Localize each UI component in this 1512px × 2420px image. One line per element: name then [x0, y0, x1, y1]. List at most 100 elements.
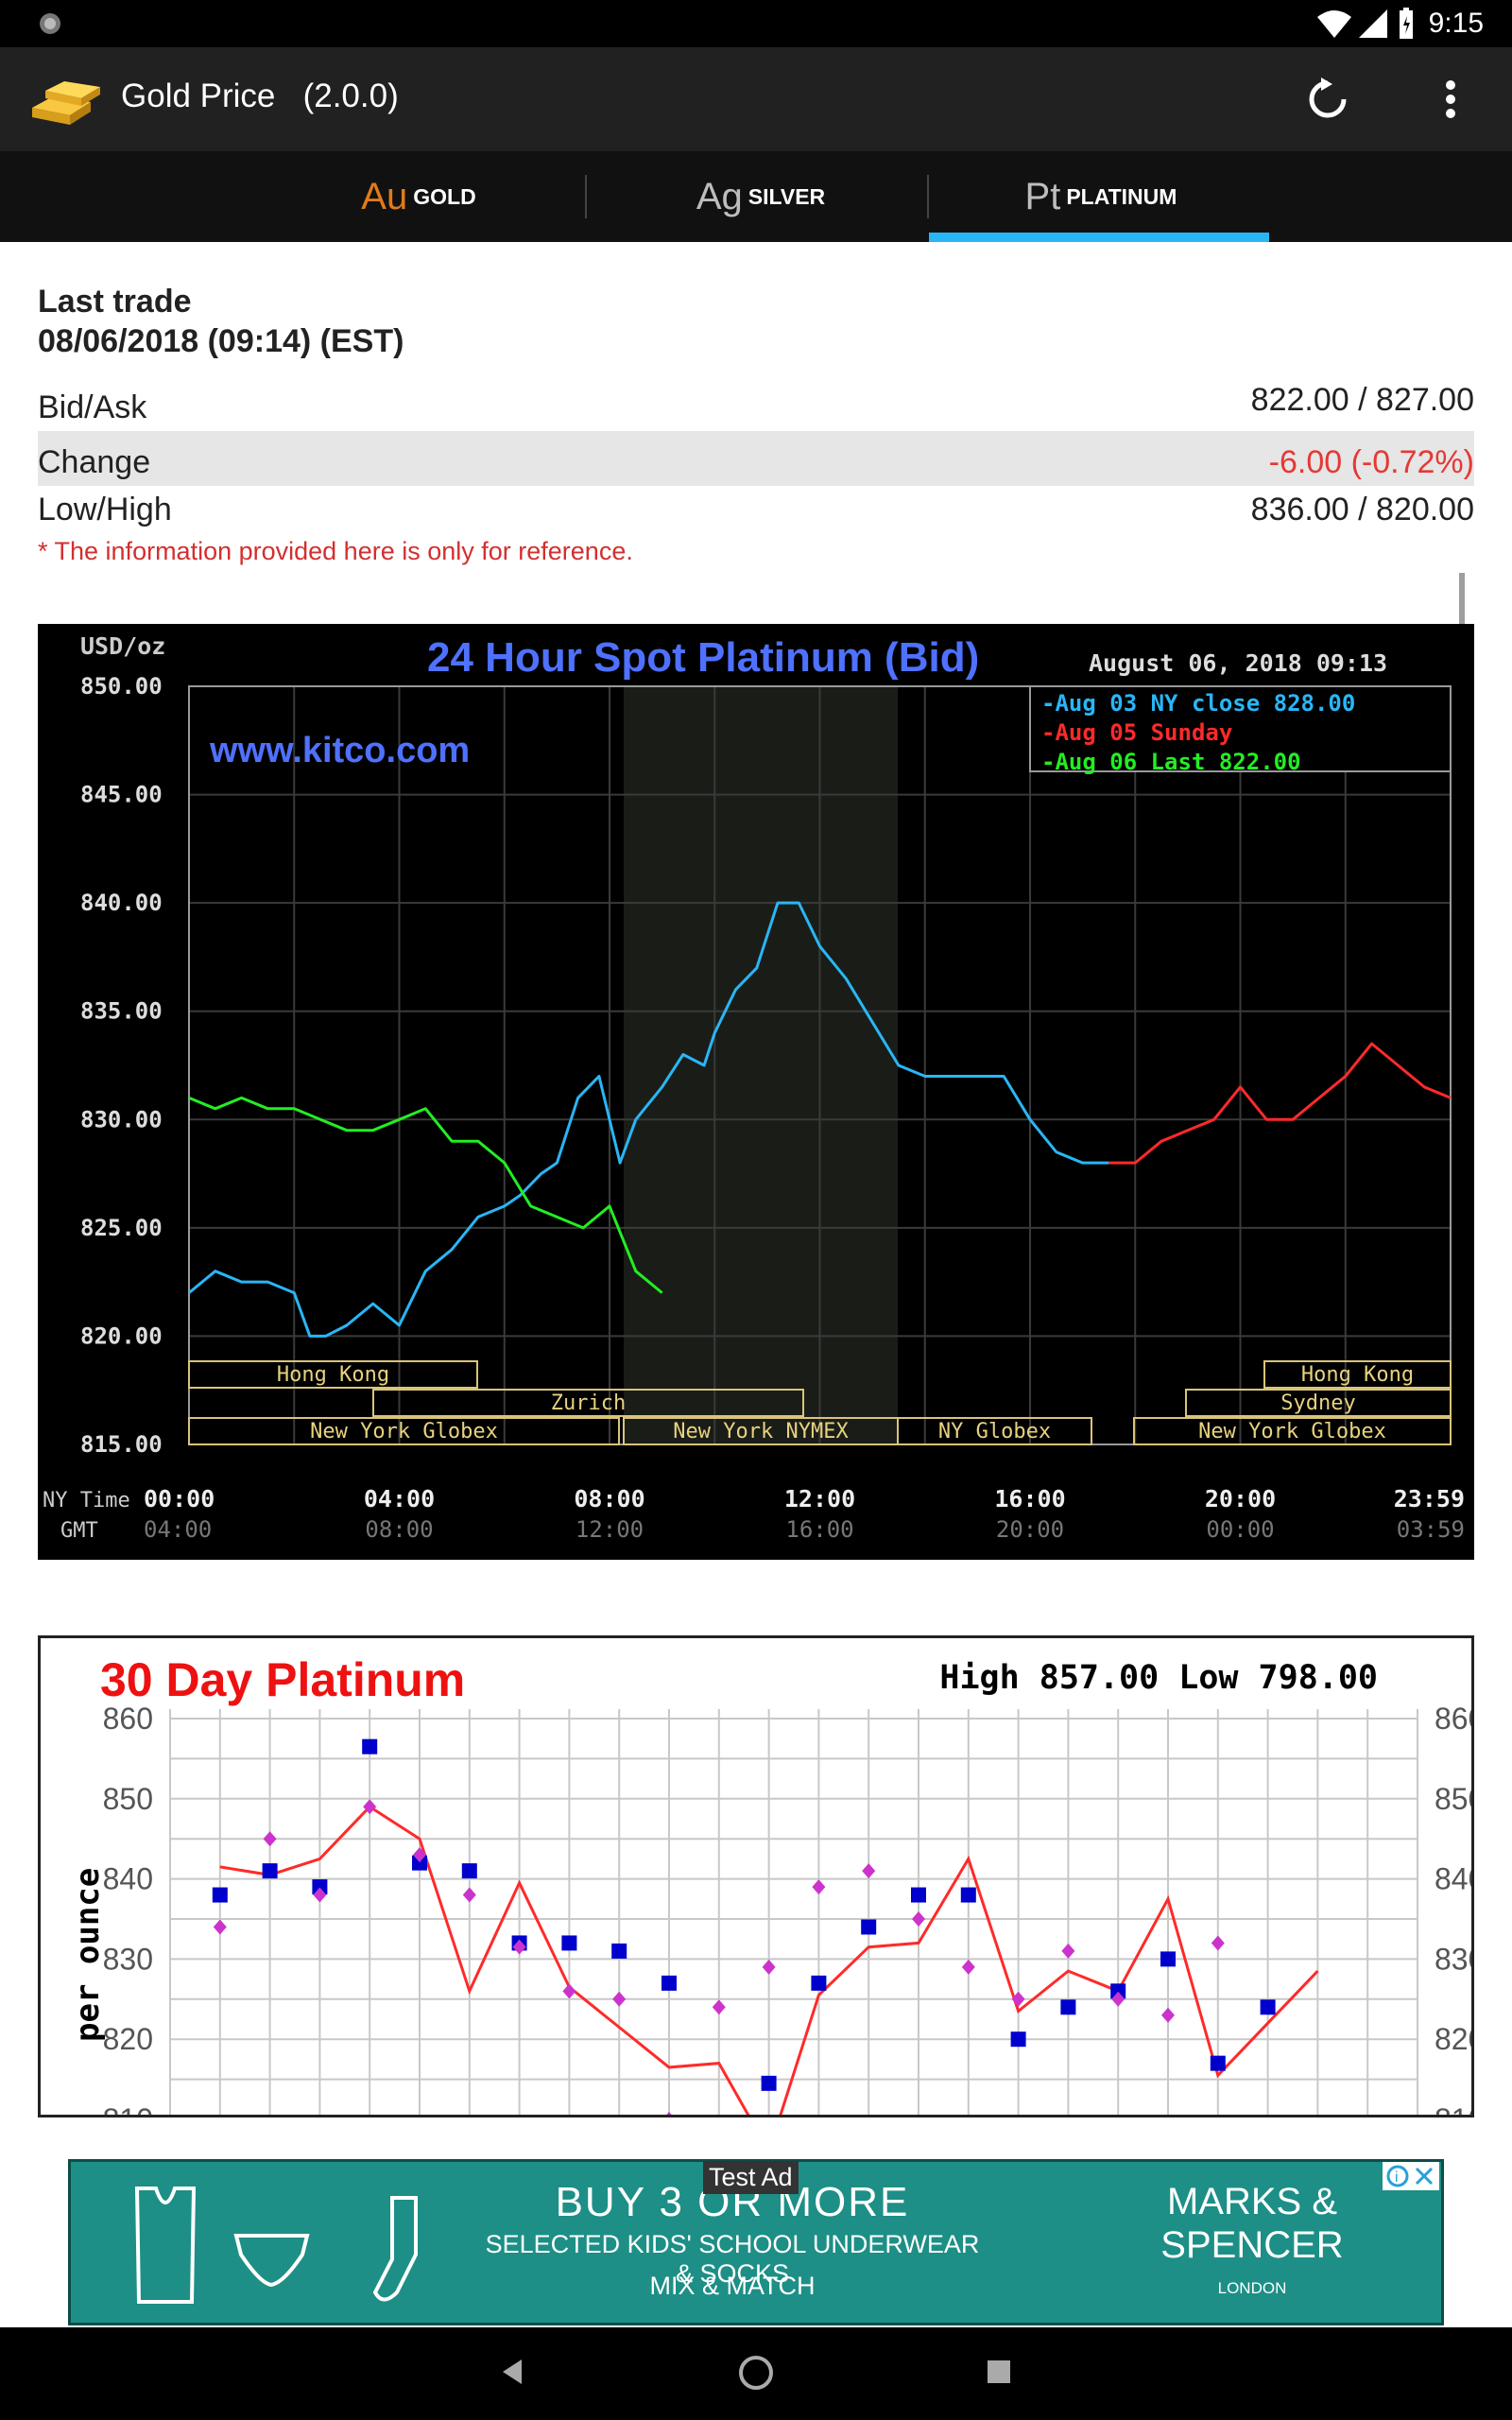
- signal-icon: [1359, 9, 1387, 38]
- tab-divider: [585, 175, 587, 218]
- chart-grid: [169, 1709, 1418, 2115]
- y-tick-label-left: 830: [103, 1942, 153, 1976]
- market-session-label: Sydney: [1280, 1392, 1355, 1415]
- diamond-marker: [562, 1983, 576, 1999]
- wifi-icon: [1317, 10, 1351, 38]
- market-session-box: [188, 1417, 620, 1445]
- legend-item: -Aug 05 Sunday: [1041, 719, 1232, 746]
- tab-silver[interactable]: Ag SILVER: [591, 151, 931, 242]
- test-ad-label: Test Ad: [703, 2161, 799, 2194]
- x-tick-label: 08:00: [574, 1485, 644, 1512]
- tab-platinum-symbol: Pt: [1024, 175, 1061, 217]
- x-tick-label-gmt: 04:00: [144, 1516, 212, 1543]
- diamond-marker: [1211, 1935, 1225, 1951]
- diamond-marker: [666, 2112, 672, 2115]
- x-axis-label-gmt: GMT: [60, 1519, 98, 1543]
- x-tick-label: 16:00: [994, 1485, 1065, 1512]
- refresh-icon[interactable]: [1304, 76, 1351, 123]
- active-tab-indicator: [929, 233, 1269, 242]
- chart-grid: [189, 686, 1451, 1444]
- last-trade-datetime: 08/06/2018 (09:14) (EST): [38, 323, 404, 359]
- metal-tabs: Au GOLD Ag SILVER Pt PLATINUM: [0, 151, 1512, 242]
- square-marker: [1210, 2055, 1226, 2071]
- more-options-icon[interactable]: [1436, 76, 1465, 123]
- gold-bars-icon: [32, 81, 100, 125]
- square-marker: [911, 1887, 926, 1903]
- ad-choices-icon[interactable]: i: [1383, 2162, 1439, 2190]
- x-tick-label-gmt: 08:00: [365, 1516, 433, 1543]
- status-time: 9:15: [1428, 8, 1484, 39]
- diamond-marker: [1061, 1943, 1075, 1959]
- diamond-marker: [213, 1919, 227, 1935]
- ad-mix-match: MIX & MATCH: [649, 2272, 816, 2300]
- y-tick-label: 835.00: [80, 998, 163, 1025]
- y-tick-label-left: 840: [103, 1862, 153, 1896]
- tab-gold-label: GOLD: [413, 183, 476, 209]
- square-marker: [262, 1863, 278, 1879]
- y-tick-label-left: 860: [103, 1702, 153, 1736]
- diamond-marker: [612, 1991, 627, 2007]
- recents-icon[interactable]: [985, 2358, 1013, 2386]
- change-value: -6.00 (-0.72%): [1268, 444, 1474, 480]
- x-tick-label: 12:00: [784, 1485, 855, 1512]
- diamond-marker: [762, 1959, 776, 1975]
- diamond-marker: [961, 1959, 975, 1975]
- disclaimer-text: * The information provided here is only …: [38, 537, 633, 565]
- svg-text:i: i: [1395, 2169, 1399, 2186]
- square-marker: [811, 1975, 827, 1991]
- market-session-label: New York Globex: [310, 1420, 498, 1443]
- last-trade-heading: Last trade: [38, 284, 192, 320]
- back-icon[interactable]: [499, 2356, 527, 2388]
- y-axis-ticks: 860 860 850 850 840 840 830 830 820 820 810 810: [103, 1702, 1474, 2118]
- tab-platinum[interactable]: Pt PLATINUM: [931, 151, 1271, 242]
- underwear-icon: [233, 2234, 310, 2288]
- y-tick-label-left: 850: [103, 1782, 153, 1816]
- high-low-label: High 857.00 Low 798.00: [939, 1659, 1378, 1697]
- diamond-marker: [462, 1887, 476, 1903]
- square-marker: [1060, 1999, 1076, 2015]
- diamond-marker: [1011, 1991, 1025, 2007]
- square-marker: [412, 1855, 427, 1871]
- x-tick-label-gmt: 00:00: [1206, 1516, 1274, 1543]
- y-tick-label-left: 810: [103, 2102, 153, 2118]
- x-axis-label-ny: NY Time: [43, 1489, 130, 1512]
- market-session-label: New York Globex: [1198, 1420, 1386, 1443]
- tab-gold-symbol: Au: [361, 175, 408, 217]
- square-marker: [662, 1975, 677, 1991]
- y-tick-label: 850.00: [80, 673, 163, 700]
- legend-item: -Aug 03 NY close 828.00: [1041, 690, 1355, 717]
- y-tick-label-right: 850: [1435, 1782, 1474, 1816]
- diamond-marker: [512, 1939, 526, 1955]
- tab-silver-symbol: Ag: [696, 175, 743, 217]
- sock-icon: [372, 2196, 418, 2302]
- tab-silver-label: SILVER: [747, 183, 826, 209]
- x-axis-ticks: NY Time GMT 00:00 04:00 04:00 08:00 08:00 12:00…: [43, 1485, 1465, 1543]
- square-marker: [1010, 2031, 1026, 2048]
- y-axis-title: per ounce: [69, 1868, 107, 2042]
- ad-brand-line3: LONDON: [1217, 2279, 1287, 2297]
- series-line: [219, 1805, 1319, 2115]
- tab-gold[interactable]: Au GOLD: [249, 151, 589, 242]
- change-row: [38, 431, 1474, 486]
- home-icon[interactable]: [737, 2354, 775, 2392]
- y-tick-label-right: 810: [1435, 2102, 1474, 2118]
- market-session-box: [372, 1389, 804, 1417]
- low-high-label: Low/High: [38, 492, 172, 527]
- tab-platinum-label: PLATINUM: [1066, 183, 1177, 209]
- square-marker: [362, 1738, 378, 1754]
- x-tick-label-gmt: 16:00: [785, 1516, 853, 1543]
- status-bar: 9:15: [0, 0, 1512, 47]
- x-tick-label: 20:00: [1205, 1485, 1276, 1512]
- square-marker: [561, 1935, 577, 1951]
- spot-platinum-chart: USD/oz 24 Hour Spot Platinum (Bid) www.k…: [38, 624, 1474, 1560]
- market-sessions: Hong Kong Zurich New York Globex New York N…: [188, 1360, 1452, 1445]
- month-chart-title: 30 Day Platinum: [100, 1653, 465, 1706]
- diamond-marker: [1161, 2007, 1175, 2023]
- y-tick-label: 845.00: [80, 782, 163, 808]
- app-bar: Gold Price (2.0.0): [0, 47, 1512, 151]
- market-session-label: NY Globex: [938, 1420, 1051, 1443]
- x-tick-label: 23:59: [1394, 1485, 1465, 1512]
- square-marker: [861, 1919, 877, 1935]
- y-tick-label-right: 860: [1435, 1702, 1474, 1736]
- tab-divider: [927, 175, 929, 218]
